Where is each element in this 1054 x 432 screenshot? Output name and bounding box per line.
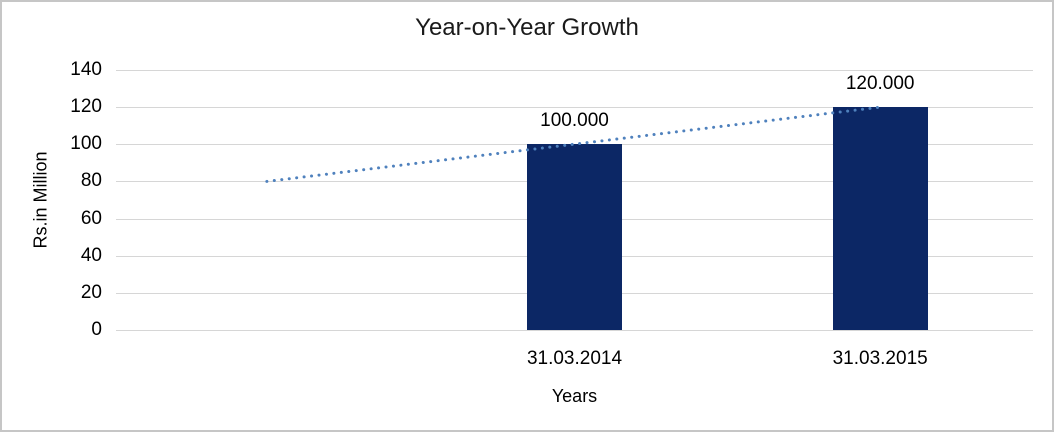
chart-title: Year-on-Year Growth	[415, 14, 639, 41]
data-label-31.03.2015: 120.000	[845, 73, 915, 95]
y-axis-title: Rs.in Million	[30, 151, 51, 249]
x-category-label-31.03.2015: 31.03.2015	[832, 348, 928, 369]
y-tick-label-100: 100	[70, 133, 102, 155]
y-tick-label-60: 60	[80, 207, 102, 229]
y-tick-label-40: 40	[80, 244, 102, 266]
gridline-y-140	[116, 70, 1033, 71]
gridline-y-0	[116, 330, 1033, 331]
y-tick-label-0: 0	[91, 319, 102, 340]
y-tick-label-140: 140	[70, 59, 102, 80]
x-axis-title: Years	[551, 386, 598, 406]
y-tick-label-20: 20	[80, 281, 102, 303]
bar-31.03.2014	[527, 144, 622, 330]
x-category-label-31.03.2014: 31.03.2014	[526, 348, 623, 369]
y-tick-label-120: 120	[70, 96, 102, 118]
bar-31.03.2015	[832, 107, 928, 330]
y-tick-label-80: 80	[80, 170, 102, 192]
data-label-31.03.2014: 100.000	[540, 110, 609, 132]
plot-area	[116, 70, 1033, 331]
